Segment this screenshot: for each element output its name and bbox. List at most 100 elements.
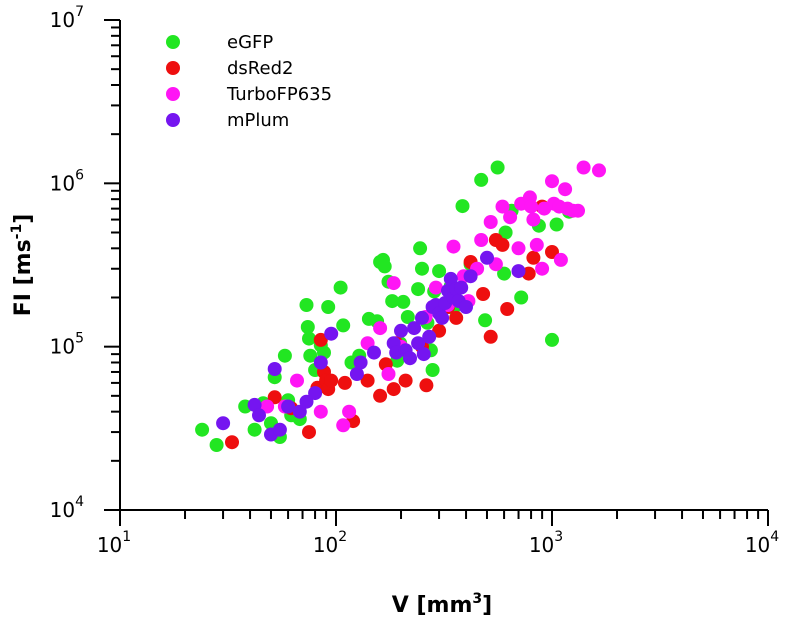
data-point-mplum	[292, 404, 307, 419]
data-point-mplum	[407, 321, 422, 336]
x-axis-label: V [mm3]	[392, 591, 492, 618]
data-point-egfp	[302, 331, 316, 346]
data-point-turbofp635	[495, 199, 510, 214]
legend-label: mPlum	[227, 110, 289, 131]
data-point-egfp	[415, 261, 429, 276]
data-point-dsred2	[500, 302, 515, 316]
data-point-mplum	[324, 326, 339, 341]
data-point-egfp	[400, 310, 415, 324]
data-point-egfp	[299, 298, 314, 312]
data-point-turbofp635	[342, 404, 357, 419]
legend-marker	[166, 35, 180, 49]
data-point-turbofp635	[511, 241, 526, 256]
data-point-egfp	[195, 422, 210, 437]
data-point-mplum	[480, 250, 494, 265]
data-point-dsred2	[398, 373, 413, 388]
data-point-dsred2	[373, 388, 388, 403]
data-point-turbofp635	[290, 373, 304, 388]
data-point-dsred2	[476, 287, 491, 301]
data-point-mplum	[216, 416, 231, 431]
data-point-mplum	[403, 351, 417, 366]
data-point-mplum	[313, 355, 328, 370]
data-point-egfp	[303, 348, 318, 363]
axes-layer: 101 102 103 104 104 105 106 107	[50, 4, 780, 557]
data-point-egfp	[490, 160, 505, 175]
y-tick-label: 107	[50, 4, 84, 32]
data-point-dsred2	[302, 425, 316, 440]
data-point-mplum	[454, 280, 469, 295]
data-point-mplum	[422, 329, 437, 344]
data-point-egfp	[549, 217, 564, 232]
x-tick-label: 102	[313, 529, 347, 557]
data-point-mplum	[349, 367, 364, 381]
data-point-dsred2	[267, 390, 282, 405]
data-point-turbofp635	[592, 163, 606, 178]
data-point-turbofp635	[483, 215, 498, 229]
data-point-dsred2	[360, 373, 375, 388]
data-point-turbofp635	[260, 399, 275, 414]
x-tick-label: 103	[529, 529, 563, 557]
data-point-mplum	[394, 323, 408, 338]
data-point-mplum	[463, 269, 478, 284]
data-point-dsred2	[419, 378, 434, 393]
data-point-egfp	[413, 241, 428, 256]
data-point-dsred2	[225, 435, 239, 450]
data-point-egfp	[321, 300, 336, 314]
data-point-egfp	[300, 320, 315, 334]
data-point-mplum	[308, 386, 323, 401]
data-point-mplum	[299, 394, 314, 409]
legend-label: eGFP	[227, 32, 273, 53]
data-point-egfp	[497, 266, 512, 281]
data-point-mplum	[416, 347, 431, 362]
data-point-turbofp635	[571, 203, 585, 218]
data-point-mplum	[272, 422, 287, 437]
data-point-egfp	[411, 282, 426, 297]
data-point-mplum	[353, 355, 368, 370]
data-point-turbofp635	[529, 237, 544, 252]
data-point-turbofp635	[381, 367, 396, 381]
data-point-turbofp635	[526, 212, 541, 227]
data-point-turbofp635	[576, 160, 591, 175]
data-point-egfp	[432, 264, 447, 279]
legend-item-mplum: mPlum	[166, 110, 289, 131]
legend-marker	[166, 87, 180, 101]
data-point-turbofp635	[503, 210, 518, 225]
data-point-egfp	[425, 363, 440, 377]
legend: eGFP dsRed2 TurboFP635 mPlum	[166, 32, 332, 131]
data-point-egfp	[377, 259, 392, 274]
data-point-egfp	[396, 294, 411, 309]
legend-item-turbofp635: TurboFP635	[166, 84, 332, 105]
data-point-turbofp635	[553, 252, 568, 267]
y-axis-label-superscript: -1	[9, 224, 25, 240]
data-point-turbofp635	[386, 276, 401, 291]
data-points-layer	[195, 160, 606, 452]
data-point-mplum	[411, 336, 426, 351]
data-point-dsred2	[386, 382, 401, 397]
x-axis-label-superscript: 3	[472, 591, 482, 607]
data-point-mplum	[435, 310, 450, 325]
data-point-mplum	[367, 345, 381, 360]
legend-item-dsred2: dsRed2	[166, 58, 293, 79]
data-point-turbofp635	[545, 174, 559, 189]
data-point-egfp	[209, 438, 224, 452]
data-point-egfp	[277, 348, 292, 363]
y-tick-label: 105	[50, 331, 84, 359]
data-point-egfp	[474, 172, 489, 187]
data-point-egfp	[385, 294, 400, 309]
legend-marker	[166, 113, 180, 127]
data-point-mplum	[281, 399, 296, 414]
data-point-egfp	[514, 290, 529, 305]
data-point-mplum	[415, 310, 429, 325]
data-point-egfp	[247, 422, 262, 437]
data-point-turbofp635	[336, 418, 351, 433]
data-point-dsred2	[324, 373, 339, 388]
data-point-dsred2	[449, 310, 464, 325]
data-point-egfp	[478, 313, 493, 328]
data-point-turbofp635	[524, 199, 539, 214]
data-point-mplum	[252, 408, 266, 423]
data-point-dsred2	[495, 237, 510, 252]
data-point-turbofp635	[313, 404, 328, 419]
data-point-egfp	[336, 318, 351, 333]
data-point-turbofp635	[535, 261, 550, 276]
